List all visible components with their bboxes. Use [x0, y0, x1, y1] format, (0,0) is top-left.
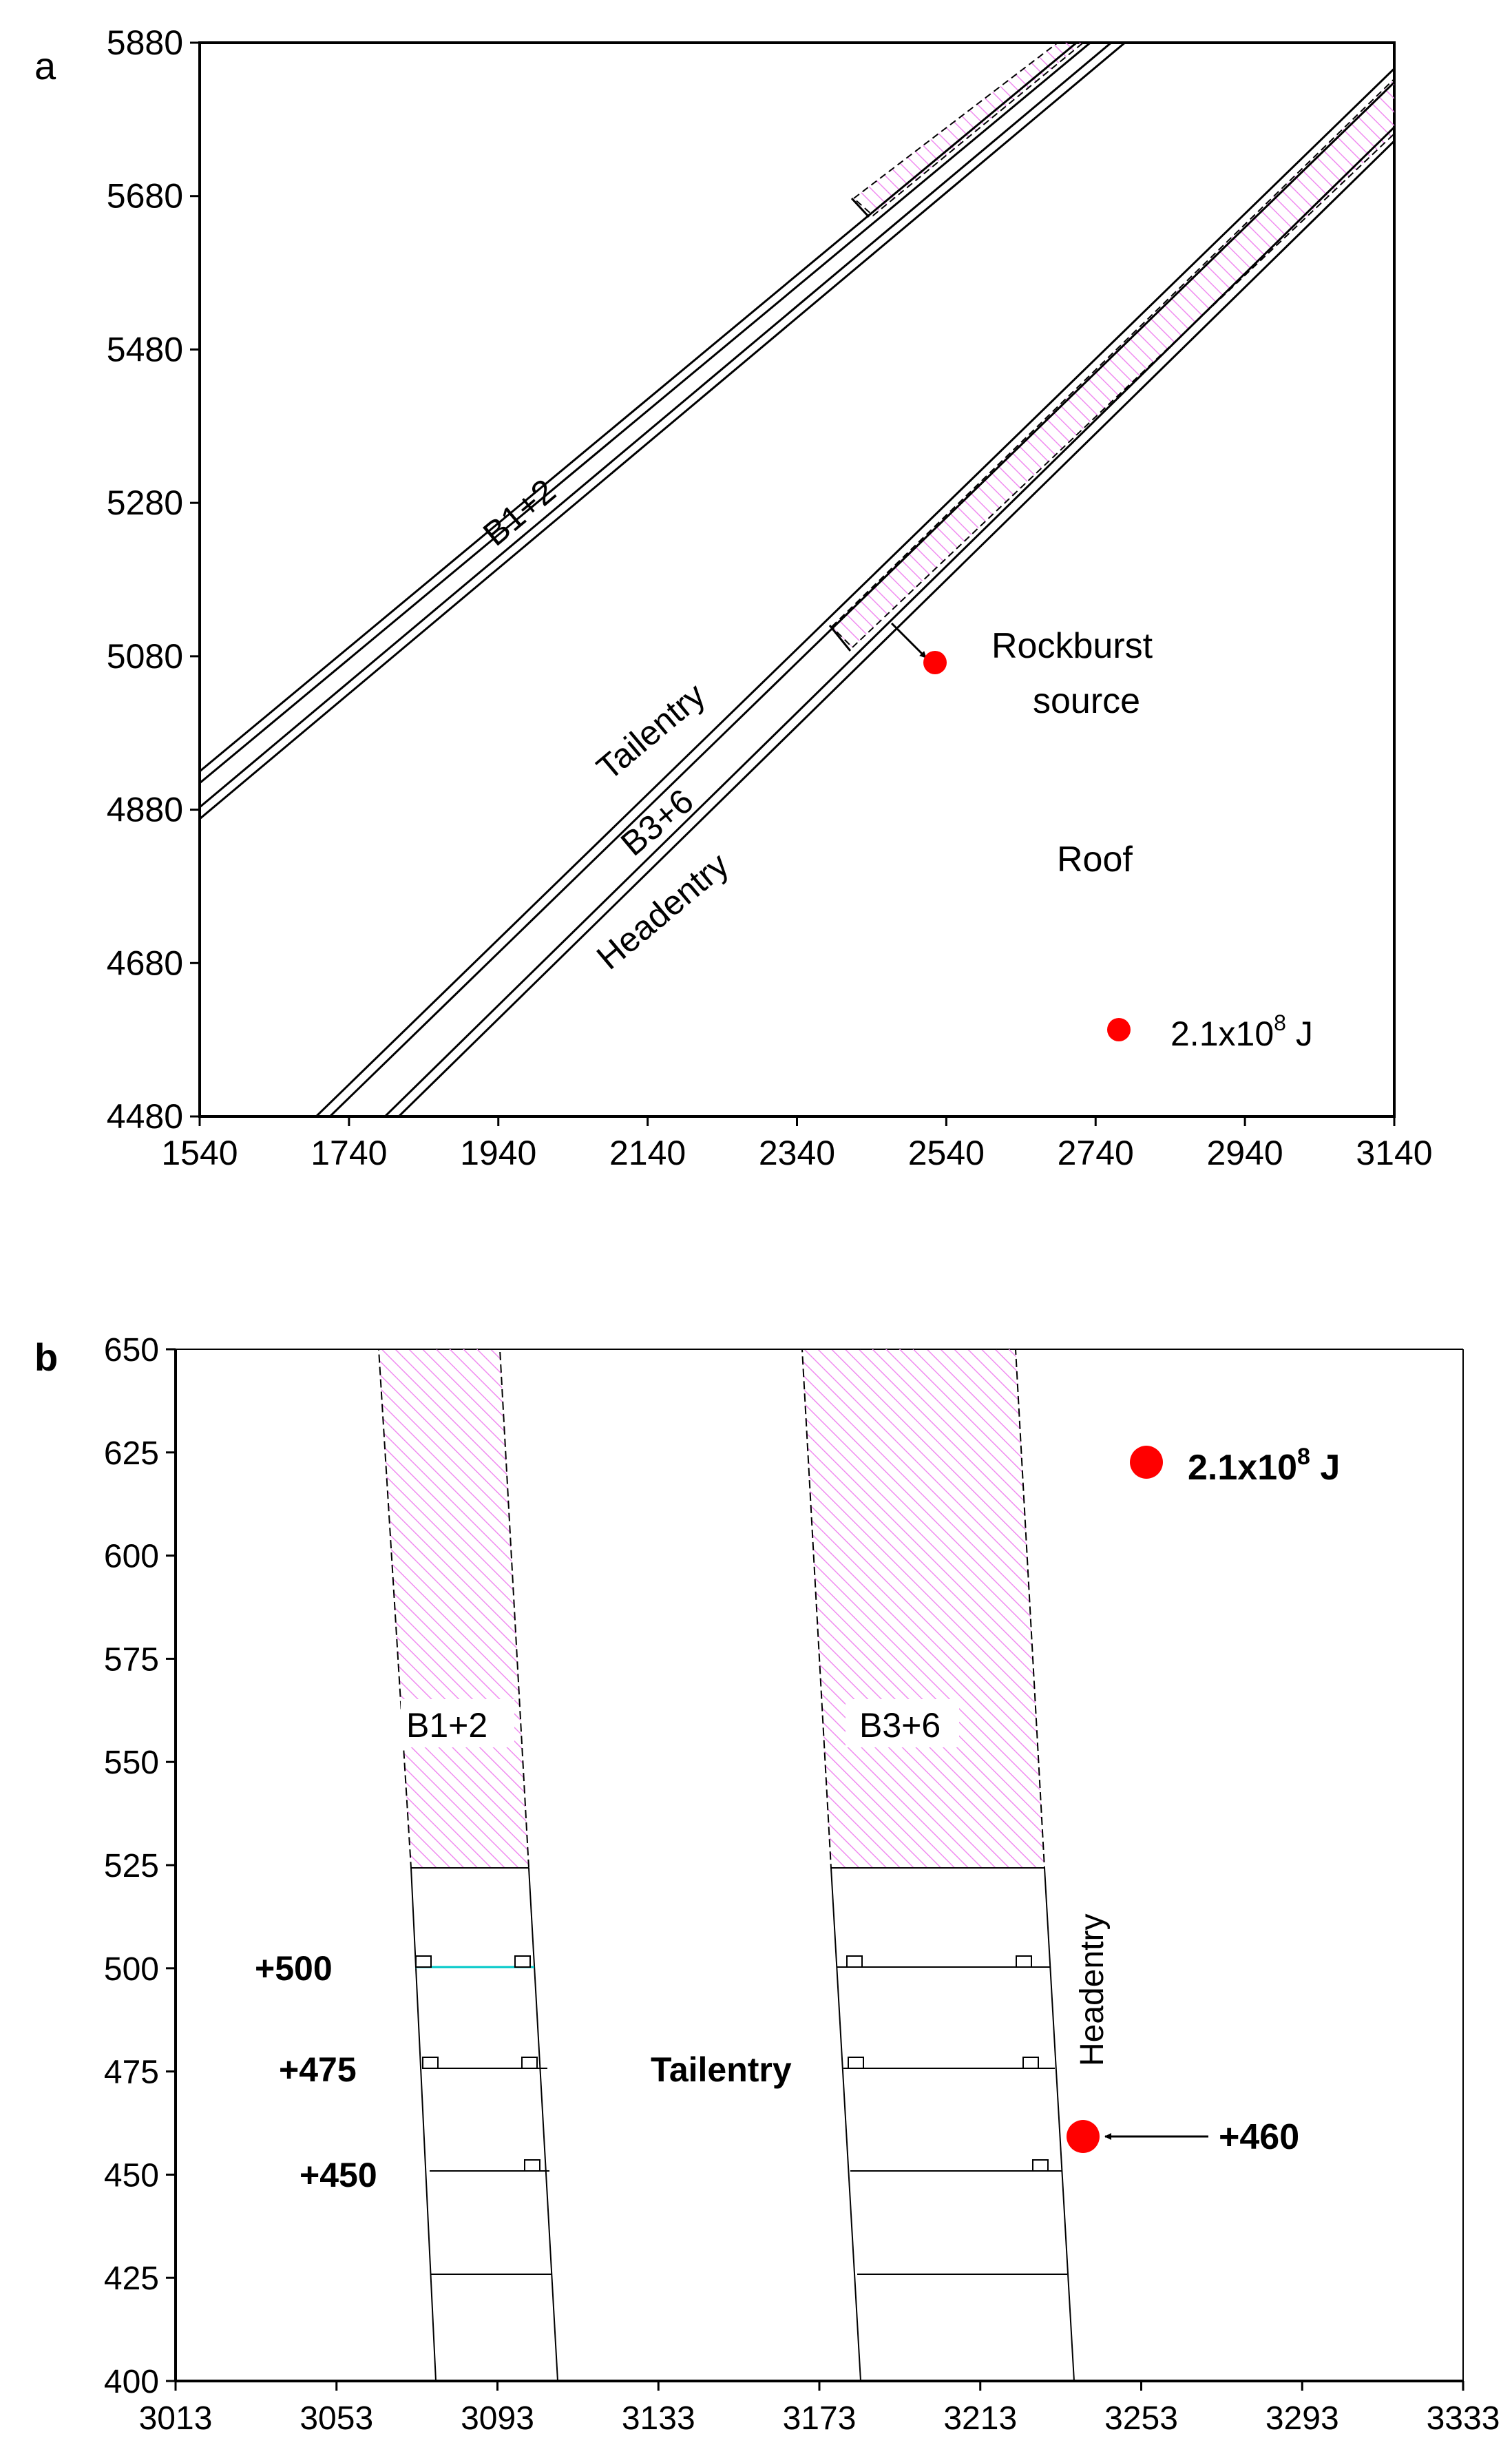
x-tick-label: 2740	[1058, 1134, 1134, 1172]
y-tick-label: 5080	[107, 637, 183, 676]
panel-b-y-axis: 400 425 450 475 500 525 550 575 600 625 650	[104, 1332, 176, 2400]
y-tick-label: 4880	[107, 791, 183, 829]
y-tick-label: 4680	[107, 944, 183, 982]
x-tick-label: 3173	[783, 2400, 857, 2437]
x-tick-label: 2140	[609, 1134, 686, 1172]
panel-a-x-axis: 1540 1740 1940 2140 2340 2540 2740 2940 3140	[161, 1116, 1433, 1172]
x-tick-label: 3213	[943, 2400, 1017, 2437]
legend-a-unit: J	[1286, 1015, 1313, 1053]
y-tick-label: 425	[104, 2260, 159, 2297]
legend-b-base: 2.1x10	[1188, 1448, 1297, 1488]
x-tick-label: 3093	[461, 2400, 534, 2437]
x-tick-label: 3333	[1427, 2400, 1500, 2437]
x-tick-label: 1540	[161, 1134, 238, 1172]
legend-b-marker	[1130, 1446, 1163, 1479]
legend-a-marker	[1107, 1018, 1131, 1041]
y-tick-label: 600	[104, 1539, 159, 1575]
legend-a-base: 2.1x10	[1170, 1015, 1274, 1053]
panel-a-plot: B1+2 Tailentry B3+6 Headentry Rockburst …	[107, 23, 1433, 1172]
rockburst-label-line1: Rockburst	[991, 626, 1153, 666]
station-markers	[415, 1955, 1049, 2172]
legend-b-exp: 8	[1297, 1444, 1310, 1470]
y-tick-label: 5880	[107, 23, 183, 62]
y-tick-label: 4480	[107, 1097, 183, 1136]
x-tick-label: 2340	[759, 1134, 835, 1172]
legend-a-exp: 8	[1274, 1010, 1286, 1035]
y-tick-label: 550	[104, 1745, 159, 1781]
y-tick-label: 5480	[107, 330, 183, 368]
b36-block-label: B3+6	[859, 1706, 941, 1745]
x-tick-label: 3253	[1104, 2400, 1178, 2437]
tailentry-label: Tailentry	[589, 676, 713, 788]
b12-entries	[200, 43, 1127, 820]
rockburst-460-point	[1067, 2120, 1100, 2153]
headentry-label: Headentry	[589, 845, 736, 977]
x-tick-label: 3293	[1266, 2400, 1339, 2437]
panel-a-y-axis: 4480 4680 4880 5080 5280 5480 5680 5880	[107, 23, 200, 1136]
rockburst-source-point	[923, 651, 947, 674]
b36-face-line	[828, 625, 852, 652]
x-tick-label: 2940	[1207, 1134, 1283, 1172]
b12-block-label: B1+2	[406, 1706, 487, 1745]
level-460-label: +460	[1219, 2117, 1299, 2157]
b12-mined-block	[377, 1349, 530, 1869]
b36-entries	[314, 67, 1394, 1116]
x-tick-label: 3140	[1356, 1134, 1432, 1172]
panel-b-label: b	[34, 1335, 58, 1379]
y-tick-label: 450	[104, 2157, 159, 2194]
panel-a-frame	[198, 41, 1396, 1118]
b12-face-line	[850, 197, 870, 218]
rockburst-arrow	[890, 622, 927, 659]
x-tick-label: 3013	[139, 2400, 213, 2437]
y-tick-label: 5280	[107, 483, 183, 522]
b12-lower-entries	[410, 1867, 558, 2381]
y-tick-label: 500	[104, 1951, 159, 1988]
rockburst-label-line2: source	[1033, 681, 1140, 721]
y-tick-label: 625	[104, 1435, 159, 1472]
panel-b-plot: B1+2 B3+6 +500 +475 +450 Tailentry Heade…	[104, 1332, 1500, 2437]
legend-b-label: 2.1x108 J	[1188, 1444, 1340, 1488]
level-500-label: +500	[255, 1949, 333, 1988]
b36-mined-zone	[830, 78, 1394, 649]
y-tick-label: 575	[104, 1641, 159, 1678]
panel-b-x-axis: 3013 3053 3093 3133 3173 3213 3253 3293 3333	[139, 2381, 1500, 2437]
tailentry-label-b: Tailentry	[651, 2050, 792, 2089]
b36-label-bg	[846, 1699, 959, 1747]
y-tick-label: 650	[104, 1332, 159, 1369]
b36-mined-block	[801, 1349, 1046, 1869]
panel-a-label: a	[34, 44, 56, 87]
legend-a-label: 2.1x108 J	[1170, 1010, 1313, 1053]
y-tick-label: 400	[104, 2364, 159, 2400]
roof-label: Roof	[1057, 840, 1133, 880]
y-tick-label: 475	[104, 2055, 159, 2091]
level-475-label: +475	[279, 2050, 357, 2089]
y-tick-label: 5680	[107, 177, 183, 216]
panel-b-drawing	[377, 1349, 1075, 2381]
y-tick-label: 525	[104, 1848, 159, 1884]
x-tick-label: 1940	[460, 1134, 536, 1172]
b12-label-bg	[401, 1699, 514, 1747]
legend-b-unit: J	[1310, 1448, 1340, 1488]
panel-a-drawing	[200, 43, 1394, 1116]
b12-mined-zone	[852, 43, 1084, 217]
headentry-label-b: Headentry	[1074, 1914, 1111, 2066]
level-450-label: +450	[300, 2156, 377, 2194]
x-tick-label: 3133	[622, 2400, 695, 2437]
x-tick-label: 3053	[300, 2400, 373, 2437]
x-tick-label: 1740	[311, 1134, 387, 1172]
x-tick-label: 2540	[908, 1134, 985, 1172]
b36-lower-entries	[830, 1867, 1075, 2381]
